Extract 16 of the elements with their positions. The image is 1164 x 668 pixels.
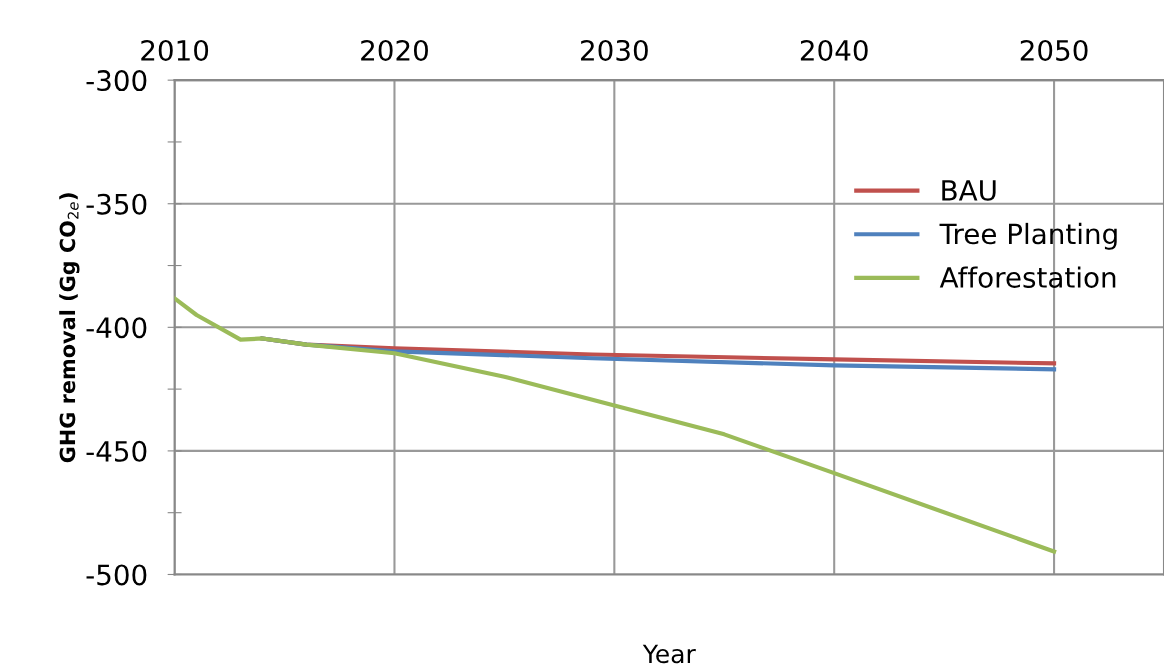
x-tick-label: 2010 bbox=[141, 39, 209, 61]
x-tick-label: 2050 bbox=[1020, 39, 1088, 61]
x-axis-title: Year bbox=[642, 644, 696, 664]
y-axis-title: GHG removal (Gg CO$_{2e}$) bbox=[59, 193, 80, 463]
x-tick-label: 2020 bbox=[361, 39, 428, 61]
y-tick-label: -450 bbox=[86, 440, 147, 462]
legend-label: Tree Planting bbox=[939, 222, 1117, 250]
y-tick-label: -300 bbox=[86, 70, 147, 92]
legend-label: BAU bbox=[942, 180, 996, 201]
y-tick-label: -500 bbox=[86, 564, 147, 586]
y-tick-label: -400 bbox=[86, 317, 147, 339]
line-series bbox=[174, 296, 1057, 554]
y-tick-label: -350 bbox=[86, 193, 147, 215]
x-tick-label: 2030 bbox=[581, 39, 648, 61]
legend-label: Afforestation bbox=[939, 266, 1116, 288]
x-tick-label: 2040 bbox=[800, 39, 868, 61]
